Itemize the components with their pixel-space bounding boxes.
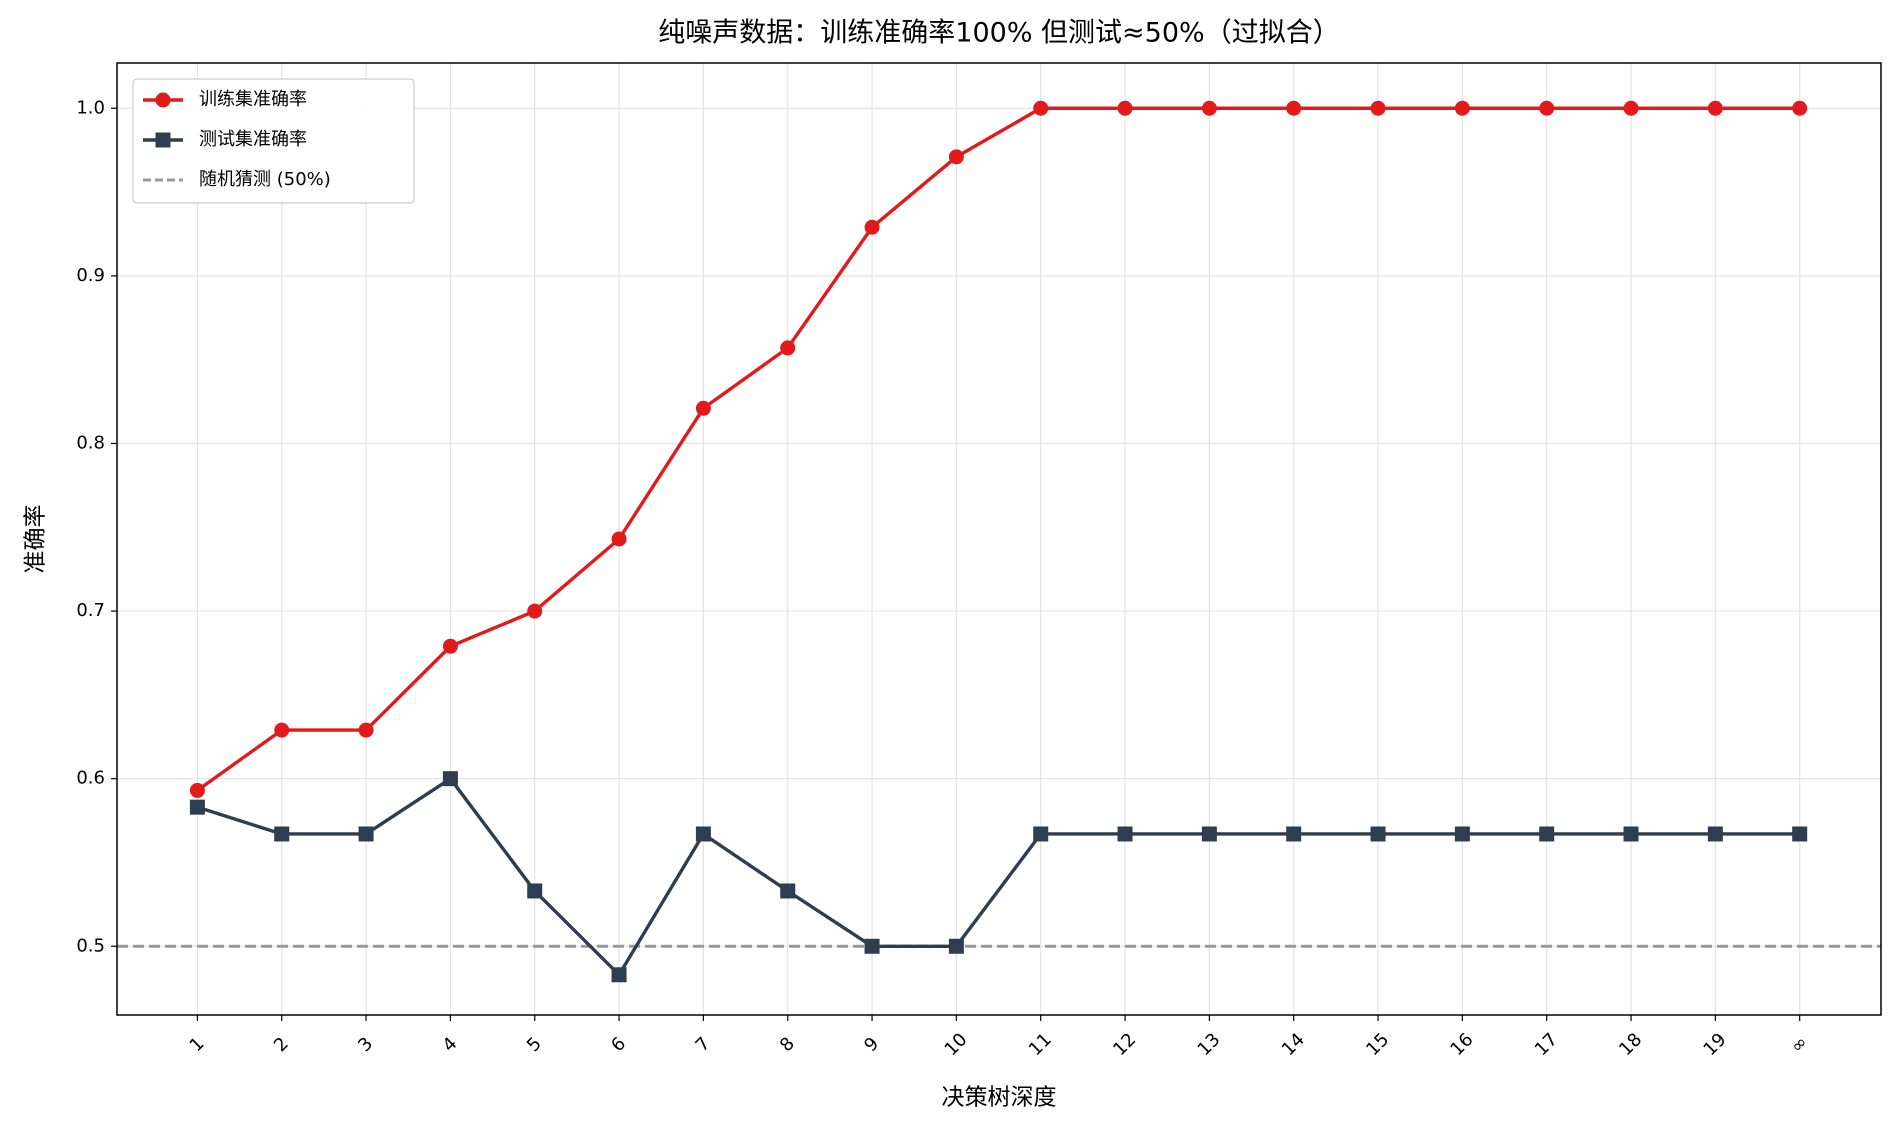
x-tick-label: 6 — [607, 1033, 630, 1056]
point — [527, 883, 543, 899]
point — [1286, 100, 1302, 116]
x-tick-label: 9 — [860, 1033, 883, 1056]
point — [1117, 826, 1133, 842]
y-tick-label: 0.9 — [76, 265, 105, 286]
y-axis-label: 准确率 — [23, 505, 49, 574]
point — [1201, 100, 1217, 116]
point — [527, 603, 543, 619]
point — [189, 799, 205, 815]
point — [274, 826, 290, 842]
x-axis-label: 决策树深度 — [942, 1085, 1057, 1111]
point — [358, 826, 374, 842]
x-tick-label: ∞ — [1787, 1032, 1812, 1057]
point — [358, 722, 374, 738]
x-tick-label: 1 — [186, 1033, 209, 1056]
x-tick-label: 13 — [1194, 1029, 1225, 1060]
point — [611, 967, 627, 983]
y-tick-label: 1.0 — [76, 97, 105, 118]
point — [864, 938, 880, 954]
legend-label: 测试集准确率 — [199, 129, 307, 150]
x-tick-label: 4 — [439, 1033, 462, 1056]
x-tick-label: 12 — [1109, 1029, 1140, 1060]
plot-frame — [116, 62, 1882, 1016]
point — [1792, 100, 1808, 116]
point — [695, 400, 711, 416]
point — [1117, 100, 1133, 116]
point — [1454, 826, 1470, 842]
x-tick-label: 7 — [692, 1033, 715, 1056]
point — [442, 638, 458, 654]
point — [442, 771, 458, 787]
point — [1623, 826, 1639, 842]
chart-title: 纯噪声数据：训练准确率100% 但测试≈50%（过拟合） — [658, 18, 1339, 49]
y-tick-label: 0.5 — [76, 935, 105, 956]
legend-marker — [155, 92, 171, 108]
point — [864, 219, 880, 235]
point — [1707, 826, 1723, 842]
point — [1454, 100, 1470, 116]
point — [1539, 100, 1555, 116]
x-tick-label: 15 — [1362, 1029, 1393, 1060]
point — [1033, 826, 1049, 842]
point — [189, 782, 205, 798]
point — [274, 722, 290, 738]
point — [1792, 826, 1808, 842]
x-tick-label: 11 — [1025, 1029, 1056, 1060]
x-tick-label: 14 — [1278, 1029, 1309, 1060]
point — [780, 340, 796, 356]
point — [1707, 100, 1723, 116]
y-tick-label: 0.8 — [76, 432, 105, 453]
x-tick-label: 2 — [270, 1033, 293, 1056]
series-line — [196, 106, 1800, 792]
x-tick-label: 16 — [1446, 1029, 1477, 1060]
legend-label: 随机猜测 (50%) — [199, 169, 331, 190]
y-tick-label: 0.6 — [76, 768, 105, 789]
point — [1623, 100, 1639, 116]
x-tick-label: 18 — [1615, 1029, 1646, 1060]
x-tick-label: 3 — [354, 1033, 377, 1056]
y-tick-label: 0.7 — [76, 600, 105, 621]
series-line — [196, 776, 1800, 977]
point — [948, 149, 964, 165]
x-tick-label: 10 — [941, 1029, 972, 1060]
point — [695, 826, 711, 842]
point — [948, 938, 964, 954]
x-tick-label: 8 — [776, 1033, 799, 1056]
point — [611, 531, 627, 547]
point — [780, 883, 796, 899]
x-tick-label: 17 — [1531, 1029, 1562, 1060]
point — [1201, 826, 1217, 842]
point — [1033, 100, 1049, 116]
point — [1370, 826, 1386, 842]
point — [1370, 100, 1386, 116]
point — [1286, 826, 1302, 842]
x-tick-label: 19 — [1699, 1029, 1730, 1060]
legend-box — [132, 78, 415, 204]
point — [1539, 826, 1555, 842]
x-tick-label: 5 — [523, 1033, 546, 1056]
legend-marker — [155, 132, 171, 148]
legend-label: 训练集准确率 — [199, 89, 307, 110]
